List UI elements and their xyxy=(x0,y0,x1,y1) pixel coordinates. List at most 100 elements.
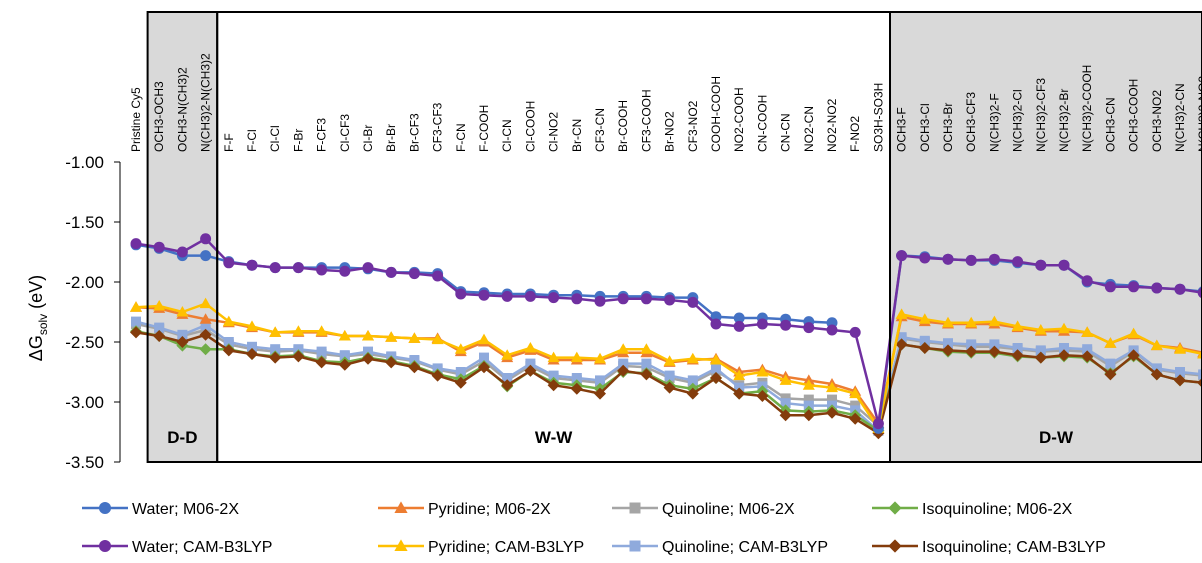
y-tick-label: -2.00 xyxy=(65,273,104,292)
data-point xyxy=(595,296,606,307)
y-tick-label: -1.50 xyxy=(65,213,104,232)
data-point xyxy=(455,289,466,300)
data-point xyxy=(432,271,443,282)
data-point xyxy=(734,321,745,332)
data-point xyxy=(293,262,304,273)
data-point xyxy=(1105,359,1115,369)
y-axis-title-unit: (eV) xyxy=(26,275,46,314)
data-point xyxy=(966,255,977,266)
legend-item: Isoquinoline; M06-2X xyxy=(872,501,1073,518)
category-label: Cl-NO2 xyxy=(547,112,561,152)
data-point xyxy=(664,295,675,306)
category-label: F-Cl xyxy=(245,129,259,152)
category-label: OCH3-COOH xyxy=(1127,79,1141,152)
group-label-1: W-W xyxy=(535,428,573,447)
category-label: F-Br xyxy=(291,129,305,152)
group-label-0: D-D xyxy=(167,428,197,447)
data-point xyxy=(177,247,188,258)
data-point xyxy=(247,260,258,271)
category-label: CF3-COOH xyxy=(639,89,653,152)
legend-item: Pyridine; M06-2X xyxy=(378,501,551,518)
data-point xyxy=(478,334,490,345)
category-label: SO3H-SO3H xyxy=(871,83,885,152)
data-point xyxy=(641,293,652,304)
category-label: N(CH3)2-F xyxy=(987,93,1001,152)
category-label: N(CH3)2-Br xyxy=(1057,89,1071,152)
legend-item: Pyridine; CAM-B3LYP xyxy=(378,539,584,556)
category-label: F-F xyxy=(222,133,236,152)
y-tick-label: -3.50 xyxy=(65,453,104,472)
legend: Water; M06-2X Pyridine; M06-2X Quinoline; … xyxy=(82,501,1106,556)
category-label: N(CH3)2-CF3 xyxy=(1034,78,1048,152)
data-point xyxy=(641,359,651,369)
category-label: CN-COOH xyxy=(755,95,769,152)
legend-label: Pyridine; M06-2X xyxy=(428,501,551,518)
series-line xyxy=(136,245,832,323)
data-point xyxy=(524,342,536,353)
category-label: Br-CF3 xyxy=(407,113,421,152)
data-point xyxy=(339,266,350,277)
y-axis: -1.00-1.50-2.00-2.50-3.00-3.50 xyxy=(65,153,120,472)
category-label: OCH3-N(CH3)2 xyxy=(175,67,189,152)
category-label: CF3-CF3 xyxy=(431,102,445,152)
data-point xyxy=(316,265,327,276)
data-point xyxy=(386,267,397,278)
group-label-2: D-W xyxy=(1039,428,1074,447)
legend-swatch-marker xyxy=(888,539,901,552)
category-label: Br-COOH xyxy=(616,100,630,152)
category-label: COOH-COOH xyxy=(709,76,723,152)
category-label: OCH3-NO2 xyxy=(1150,90,1164,152)
data-point xyxy=(1035,260,1046,271)
legend-swatch-marker xyxy=(630,541,641,552)
data-point xyxy=(687,297,698,308)
category-label: CF3-NO2 xyxy=(686,100,700,152)
data-point xyxy=(525,291,536,302)
category-label: N(CH3)2-COOH xyxy=(1080,65,1094,152)
data-point xyxy=(200,250,211,261)
data-point xyxy=(1105,281,1116,292)
category-label: OCH3-Cl xyxy=(918,103,932,152)
data-point xyxy=(1175,284,1186,295)
category-label: Pristine Cy5 xyxy=(129,87,143,152)
data-point xyxy=(780,320,791,331)
data-point xyxy=(571,293,582,304)
data-point xyxy=(989,254,1000,265)
category-label: NO2-COOH xyxy=(732,87,746,152)
category-label: OCH3-OCH3 xyxy=(152,81,166,152)
y-tick-label: -3.00 xyxy=(65,393,104,412)
category-label: OCH3-F xyxy=(895,107,909,152)
legend-swatch-marker xyxy=(888,501,901,514)
legend-swatch-marker xyxy=(99,502,111,514)
legend-label: Isoquinoline; CAM-B3LYP xyxy=(922,539,1106,556)
category-label: F-CN xyxy=(454,123,468,152)
legend-swatch-marker xyxy=(99,540,111,552)
category-label: Br-NO2 xyxy=(663,111,677,152)
category-label: N(CH3)2-N(CH3)2 xyxy=(199,53,213,152)
legend-item: Quinoline; CAM-B3LYP xyxy=(612,539,828,556)
legend-label: Quinoline; CAM-B3LYP xyxy=(662,539,828,556)
data-point xyxy=(223,257,234,268)
data-point xyxy=(757,319,768,330)
category-label: OCH3-CF3 xyxy=(964,92,978,152)
data-point xyxy=(131,238,142,249)
data-point xyxy=(711,363,721,373)
y-tick-label: -1.00 xyxy=(65,153,104,172)
data-point xyxy=(919,253,930,264)
data-point xyxy=(409,268,420,279)
category-label: F-COOH xyxy=(477,105,491,152)
category-label: Cl-CN xyxy=(500,119,514,152)
category-label: F-CF3 xyxy=(315,118,329,152)
data-point xyxy=(850,327,861,338)
data-point xyxy=(1082,275,1093,286)
legend-label: Pyridine; CAM-B3LYP xyxy=(428,539,584,556)
legend-label: Water; M06-2X xyxy=(132,501,239,518)
category-label: F-NO2 xyxy=(848,116,862,152)
legend-swatch-marker xyxy=(630,503,641,514)
legend-item: Isoquinoline; CAM-B3LYP xyxy=(872,539,1106,556)
legend-label: Water; CAM-B3LYP xyxy=(132,539,272,556)
data-point xyxy=(131,317,141,327)
data-point xyxy=(1012,256,1023,267)
category-label: NO2-CN xyxy=(802,106,816,152)
data-point xyxy=(827,325,838,336)
